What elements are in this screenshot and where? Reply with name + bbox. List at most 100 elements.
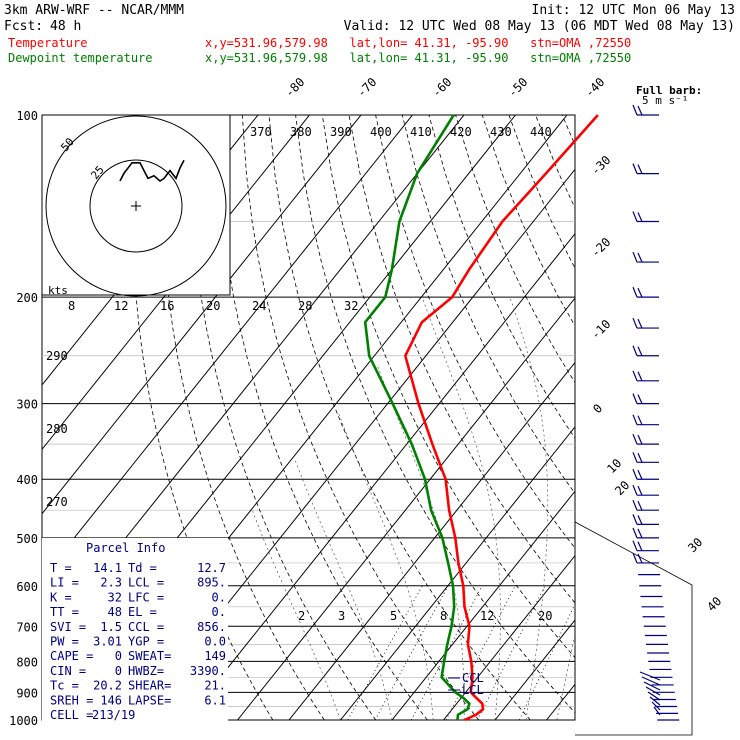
parcel-key-7: CIN = [50,664,86,678]
wind-barb-flag-450 [632,499,638,511]
hodo-axis-label-24: 24 [252,299,266,313]
mixing-ratio-label-12: 12 [480,609,494,623]
parcel-key-10: CELL = [50,708,93,722]
moist-adiabat-0 [294,458,393,720]
dewpoint-legend-location: x,y=531.96,579.98 lat,lon= 41.31, -95.90… [205,51,631,65]
wind-barb-low-3 [645,686,661,696]
isotherm-label-1: -70 [354,75,379,100]
wind-barb-flag2-275 [637,371,643,382]
dewpoint-profile [363,114,471,721]
lcl-marker: LCL [462,683,484,697]
parcel-key2-7: HWBZ= [128,664,164,678]
wind-barb-flag2-500 [637,528,643,539]
wind-barb-flag-275 [632,370,638,382]
parcel-val2-4: 856. [197,620,226,634]
ccl-marker: CCL [462,671,484,685]
wind-barb-flag2-225 [637,318,643,329]
barb-legend-title: Full barb: [636,84,702,97]
wind-barb-flag2-175 [637,252,643,263]
moist-adiabat-26 [509,296,549,720]
wind-barb-flag-400 [632,469,638,480]
hodograph-unit: kts [48,284,68,297]
valid-time: Valid: 12 UTC Wed 08 May 13 (06 MDT Wed … [344,19,735,34]
parcel-val-4: 1.5 [100,620,122,634]
parcel-key-8: Tc = [50,679,79,693]
wind-barb-flag2-525 [637,541,643,551]
dry-adiabat-290 [241,115,480,720]
wind-barb-flag2-150 [637,212,643,222]
parcel-val-7: 0 [115,664,122,678]
isotherm-20 [494,619,575,720]
isotherm-label-6: -20 [588,235,613,260]
parcel-val2-1: 895. [197,576,226,590]
parcel-key-3: TT = [50,605,79,619]
barb-legend-unit: 5 m s⁻¹ [642,94,688,107]
isotherm-label-8: 0 [590,401,605,416]
dry-adiabat-330 [348,115,575,604]
parcel-key2-8: SHEAR= [128,679,171,693]
parcel-val-3: 48 [108,605,122,619]
dry-adiabat-450 [669,115,740,720]
isotherm-10 [443,554,575,720]
wind-barb-flag-375 [632,452,638,463]
wind-barb-low-5 [649,696,661,706]
parcel-val2-6: 149 [204,649,226,663]
parcel-key2-1: LCL = [128,576,164,590]
isotherm--100 [42,115,362,515]
dry-adiabat-370 [455,115,575,384]
parcel-val2-3: 0. [212,605,226,619]
isobar-label-600: 600 [16,580,38,594]
dry-adiabat-380 [481,115,575,327]
parcel-val-1: 2.3 [100,576,122,590]
dry-adiabat-270 [188,115,377,720]
isobar-label-1000: 1000 [9,714,38,728]
isotherm--10 [340,426,575,720]
dry-adiabat-400 [535,115,575,209]
wind-barb-flag-125 [632,163,638,174]
isotherm-40 [598,115,740,720]
theta-label-430: 430 [490,125,512,139]
parcel-val2-9: 6.1 [204,693,226,707]
dry-adiabat-340 [375,115,575,549]
hodo-axis-label-8: 8 [68,299,75,313]
parcel-val-0: 14.1 [93,561,122,575]
parcel-key2-2: LFC = [128,590,164,604]
isotherm--20 [288,361,575,720]
wind-barb-flag-225 [632,317,638,329]
wind-barb-flag2-550 [637,553,643,564]
wind-barb-flag-250 [632,345,638,356]
isobar-label-900: 900 [16,686,38,700]
isobar-label-800: 800 [16,655,38,669]
wind-barb-low-1 [641,676,661,686]
isotherm-label-3: -50 [505,75,530,100]
mixing-ratio-label-2: 2 [298,609,305,623]
wind-barb-flag-475 [632,514,638,525]
temperature-profile [404,114,599,722]
wind-barb-flag-550 [632,552,638,564]
wind-barb-flag2-200 [637,287,643,298]
dry-adiabat-label-280: 280 [46,422,68,436]
mixing-ratio-label-5: 5 [390,609,397,623]
wind-barb-flag-100 [632,104,638,116]
hodograph-ring-25 [89,159,183,253]
moist-adiabat--10 [251,510,341,720]
hodo-axis-label-12: 12 [114,299,128,313]
isotherm--30 [237,297,575,720]
isotherm-label-2: -60 [429,75,454,100]
parcel-val2-8: 21. [204,679,226,693]
dry-adiabat-310 [295,115,575,714]
mixing-ratio-20 [518,603,575,720]
theta-label-370: 370 [250,125,272,139]
parcel-key2-9: LAPSE= [128,693,171,707]
hodograph-ring-50 [45,115,227,297]
theta-label-400: 400 [370,125,392,139]
moist-adiabat-14 [377,365,465,720]
wind-barb-flag-350 [632,433,638,445]
theta-label-440: 440 [530,125,552,139]
wind-barb-flag2-450 [637,500,643,511]
parcel-val-9: 146 [100,693,122,707]
forecast-label: Fcst: [4,19,43,34]
dry-adiabat-360 [428,115,575,439]
